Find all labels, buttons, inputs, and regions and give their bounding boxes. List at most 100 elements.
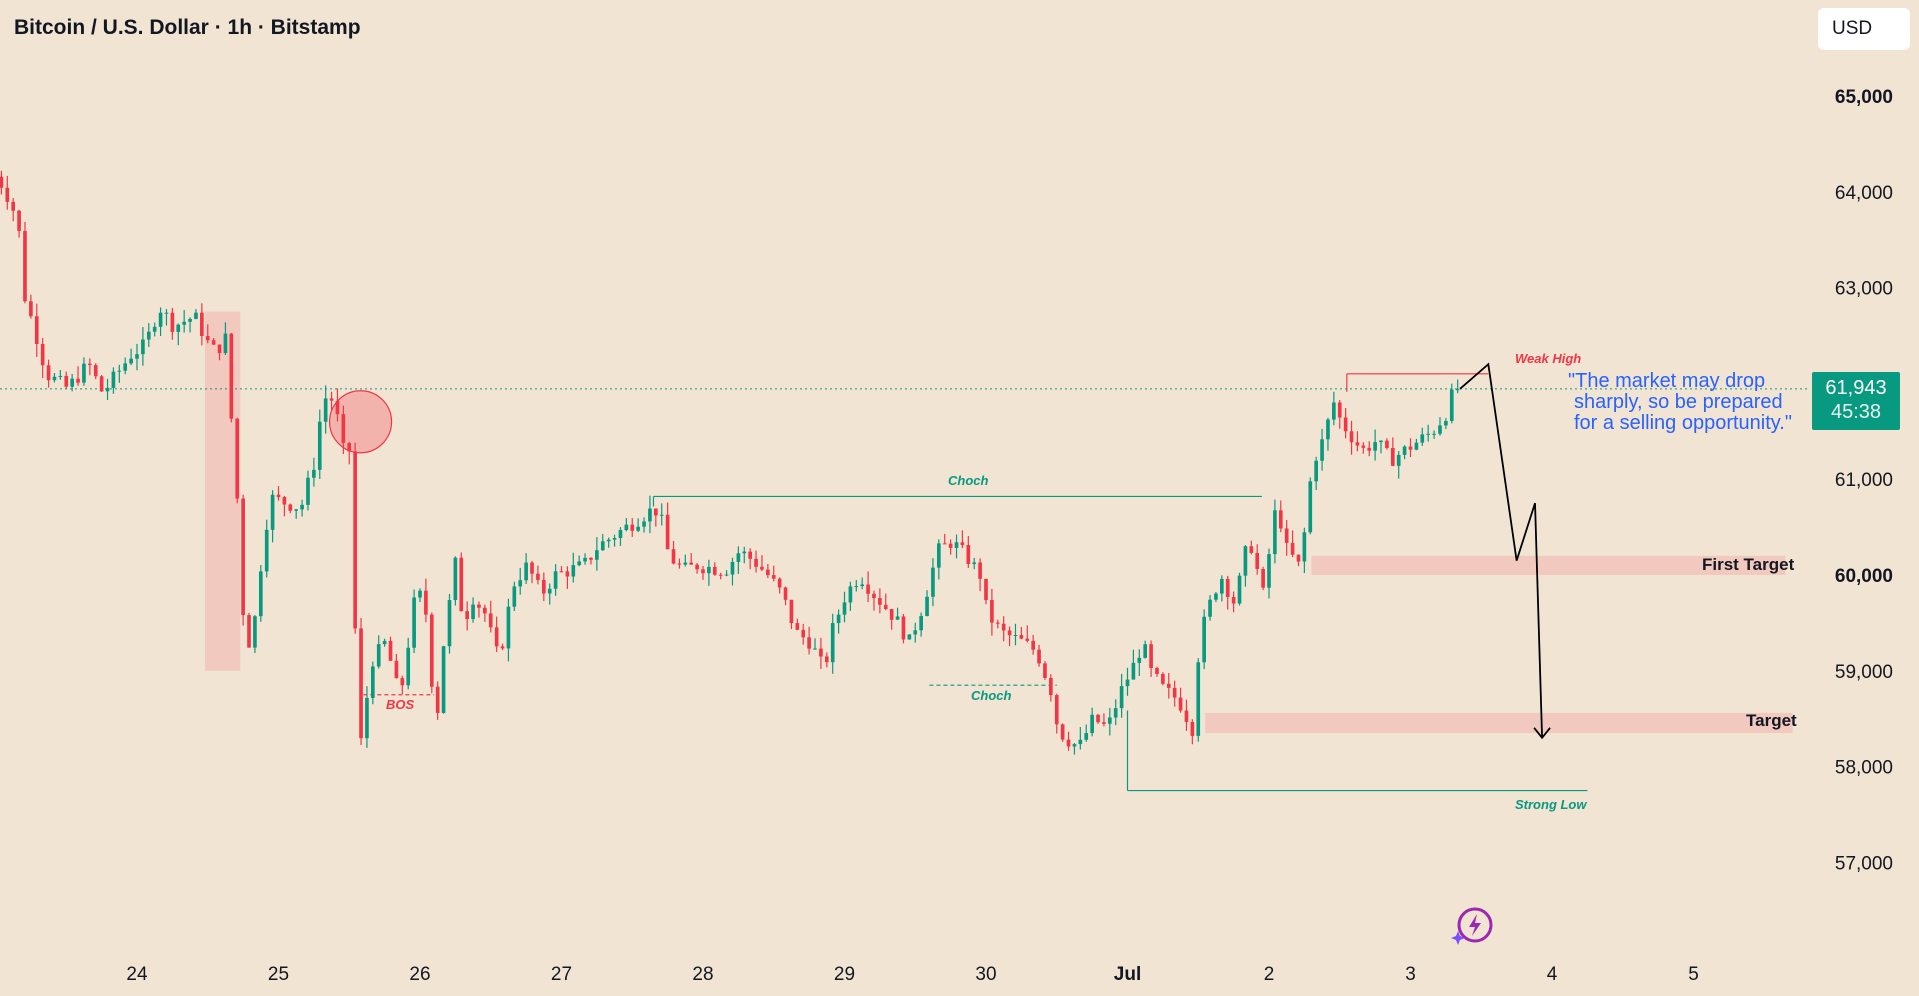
candle-body — [406, 647, 411, 686]
candle-body — [465, 611, 469, 620]
candle-body — [194, 312, 198, 319]
candle-body — [1054, 695, 1059, 725]
time-tick-label: 29 — [834, 964, 855, 985]
candle-body — [1261, 568, 1265, 588]
candle-body — [630, 524, 635, 531]
candle-body — [253, 616, 257, 648]
candle-body — [412, 597, 416, 648]
candle-body — [1355, 442, 1360, 446]
candle-body — [1449, 389, 1454, 421]
candle-body — [188, 318, 192, 322]
candle-body — [483, 607, 487, 614]
candle-body — [34, 316, 39, 344]
candle-body — [1214, 593, 1218, 600]
candle-body — [1178, 697, 1183, 711]
candle-body — [724, 574, 729, 576]
candle-body — [1296, 554, 1301, 562]
candle-body — [64, 375, 69, 387]
candle-body — [795, 623, 800, 630]
candle-body — [170, 312, 175, 332]
candle-body — [1102, 722, 1106, 724]
candle-body — [459, 557, 464, 612]
candle-body — [1273, 510, 1277, 555]
candle-body — [5, 187, 10, 202]
time-tick-label: 4 — [1547, 964, 1558, 985]
candle-body — [1066, 739, 1071, 747]
candle-body — [1332, 402, 1336, 420]
candle-body — [907, 634, 912, 640]
candle-body — [536, 573, 540, 580]
candle-body — [518, 580, 523, 587]
candle-body — [1037, 649, 1041, 664]
candle-body — [854, 586, 859, 588]
candle-body — [919, 615, 923, 631]
last-price-badge: 61,943 45:38 — [1812, 372, 1900, 430]
candle-body — [317, 421, 322, 470]
sparkle-bolt-icon[interactable] — [1448, 904, 1502, 948]
candle-body — [1107, 717, 1112, 724]
candle-body — [766, 569, 770, 576]
candle-body — [1096, 714, 1100, 723]
time-tick-label: 5 — [1688, 964, 1699, 985]
time-tick-label: Jul — [1114, 964, 1141, 985]
candle-body — [1007, 630, 1012, 636]
candle-body — [1172, 687, 1177, 698]
candle-body — [1243, 546, 1248, 576]
candle-body — [1455, 389, 1460, 391]
candle-body — [376, 644, 381, 667]
candle-body — [1231, 596, 1236, 604]
candle-body — [995, 622, 1000, 624]
candle-body — [441, 646, 446, 713]
candle-body — [654, 508, 658, 516]
candle-body — [830, 623, 835, 663]
zones-layer — [204, 311, 1793, 734]
candle-body — [0, 176, 4, 188]
candle-body — [17, 210, 21, 231]
candle-body — [1220, 578, 1224, 594]
candle-body — [807, 637, 811, 649]
candle-body — [500, 646, 505, 649]
candle-body — [636, 526, 640, 531]
candle-body — [659, 514, 664, 516]
candle-body — [901, 616, 906, 640]
candle-body — [813, 648, 817, 650]
candle-body — [312, 469, 316, 478]
levels-layer — [363, 373, 1588, 792]
candle-body — [712, 566, 717, 575]
candle-body — [200, 312, 204, 337]
candle-body — [972, 562, 977, 565]
candle-body — [1379, 440, 1383, 443]
price-tick-label: 61,000 — [1835, 470, 1893, 491]
candle-body — [872, 593, 876, 599]
candle-body — [418, 590, 422, 598]
candle-body — [1125, 679, 1130, 687]
candle-body — [1320, 439, 1324, 461]
candle-body — [70, 378, 74, 387]
candle-body — [1420, 434, 1425, 443]
candle-body — [105, 387, 110, 392]
candle-body — [530, 562, 534, 574]
candle-body — [1426, 433, 1431, 435]
currency-selector-button[interactable]: USD — [1818, 8, 1910, 50]
candle-body — [1373, 442, 1377, 451]
candle-body — [435, 686, 440, 713]
candle-body — [595, 550, 599, 560]
candle-body — [1043, 663, 1047, 678]
candle-body — [135, 354, 139, 359]
candle-body — [1432, 433, 1436, 435]
candle-body — [488, 613, 493, 628]
candle-body — [1184, 710, 1189, 722]
candle-body — [925, 596, 929, 616]
candle-body — [683, 562, 688, 565]
candle-body — [46, 365, 51, 381]
candle-body — [895, 616, 900, 620]
candle-body — [1249, 546, 1254, 553]
candle-body — [76, 378, 80, 383]
candle-body — [789, 599, 794, 624]
candle-body — [270, 494, 275, 530]
strong-low-label: Strong Low — [1515, 797, 1587, 812]
candle-body — [1225, 578, 1230, 597]
time-tick-label: 2 — [1264, 964, 1275, 985]
candle-body — [1196, 662, 1201, 736]
